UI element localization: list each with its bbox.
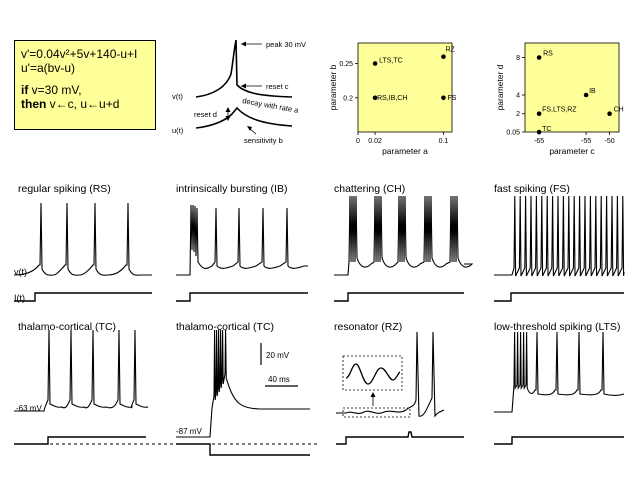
- scatter-point: [583, 92, 589, 98]
- trace-rs: [13, 202, 152, 276]
- y-tick-label: 8: [516, 55, 520, 62]
- peak-arrowhead: [241, 41, 246, 47]
- if-keyword: if: [21, 83, 29, 97]
- title-rs: regular spiking (RS): [18, 183, 111, 195]
- point-label: RZ: [445, 47, 455, 54]
- x-tick-label: 0.1: [439, 138, 449, 145]
- schematic-u-label: u(t): [172, 126, 184, 135]
- resonator-inset-wave: [345, 363, 401, 385]
- trace-lts: [494, 331, 625, 413]
- schematic-u-trace: [195, 106, 293, 129]
- current-fs: [494, 292, 624, 302]
- schematic-reset-d-label: reset d: [194, 110, 217, 119]
- if-condition: v=30 mV,: [28, 83, 82, 97]
- x-axis-label: parameter a: [382, 146, 428, 156]
- trace-ib: [176, 204, 308, 276]
- trace-tc2: [176, 329, 310, 438]
- equation-u: u'=a(bv-u): [21, 61, 75, 75]
- current-rs: [14, 292, 152, 302]
- point-label: TC: [542, 126, 551, 133]
- point-label: CH: [614, 107, 624, 114]
- scale-bars: [260, 343, 298, 387]
- title-ib: intrinsically bursting (IB): [176, 183, 287, 195]
- title-tc2: thalamo-cortical (TC): [176, 321, 274, 333]
- scale-time-label: 40 ms: [268, 375, 290, 384]
- scatter-point: [536, 129, 542, 135]
- current-lts: [494, 436, 624, 445]
- point-label: FS: [447, 95, 456, 102]
- scale-voltage-label: 20 mV: [266, 351, 290, 360]
- tc2-rest-label: -87 mV: [176, 427, 202, 436]
- trace-fs: [494, 195, 625, 277]
- resonator-inset-box: [342, 355, 403, 391]
- scatter-point: [441, 95, 446, 101]
- y-tick-label: 2: [516, 111, 520, 118]
- equation-box: v'=0.04v²+5v+140-u+I u'=a(bv-u) if v=30 …: [14, 40, 156, 130]
- x-tick-label: 0: [356, 138, 360, 145]
- x-tick-label: 0.02: [368, 138, 382, 145]
- then-action: v←c, u←u+d: [46, 97, 120, 111]
- schematic-reset-c-label: reset c: [266, 82, 289, 91]
- point-label: RS: [543, 51, 553, 58]
- title-rz: resonator (RZ): [334, 321, 402, 333]
- schematic-decay-label: decay with rate a: [242, 96, 300, 115]
- trace-tc1: [14, 329, 149, 412]
- point-label: RS,IB,CH: [377, 95, 407, 102]
- y-tick-label: 0.2: [343, 95, 353, 102]
- title-fs: fast spiking (FS): [494, 183, 570, 195]
- schematic-v-label: v(t): [172, 92, 183, 101]
- y-tick-label: 4: [516, 92, 520, 99]
- equation-v: v'=0.04v²+5v+140-u+I: [21, 47, 138, 61]
- resonator-inset-arrowhead: [370, 392, 376, 397]
- x-tick-label: -65: [534, 138, 544, 145]
- title-ch: chattering (CH): [334, 183, 405, 195]
- x-tick-label: -50: [605, 138, 615, 145]
- equation-then: then v←c, u←u+d: [21, 97, 149, 111]
- reset-c-arrowhead: [241, 83, 246, 89]
- sensitivity-arrowhead: [247, 126, 252, 131]
- trace-rz: [336, 331, 445, 418]
- point-label: FS,LTS,RZ: [542, 107, 577, 114]
- y-axis-label: parameter b: [328, 64, 338, 110]
- current-ch: [334, 292, 464, 302]
- y-tick-label: 0.25: [339, 61, 353, 68]
- tc1-rest-label: -63 mV: [16, 404, 42, 413]
- x-axis-label: parameter c: [549, 146, 595, 156]
- trace-v-label: v(t): [14, 267, 27, 277]
- y-axis-label: parameter d: [495, 64, 505, 110]
- point-label: LTS,TC: [379, 58, 403, 65]
- then-keyword: then: [21, 97, 47, 111]
- schematic-v-trace: [195, 39, 293, 98]
- y-tick-label: 0.05: [506, 130, 520, 137]
- plot-frame: [357, 42, 453, 133]
- resonator-source-box: [342, 407, 411, 418]
- schematic-sensitivity-label: sensitivity b: [244, 136, 283, 145]
- resonator-inset: [342, 355, 411, 418]
- current-tc2: [176, 443, 310, 456]
- scatter-point: [372, 95, 378, 101]
- parameter-ab-plot: 0 0.02 0.1 0.2 0.25 LTS,TC RZ RS,IB,CH FS paramet…: [328, 42, 457, 156]
- x-tick-label: -55: [581, 138, 591, 145]
- scatter-point: [441, 54, 446, 59]
- point-label: IB: [589, 88, 596, 95]
- reset-d-arrowhead-down: [225, 116, 231, 121]
- scatter-point: [607, 111, 612, 117]
- schematic: [195, 39, 293, 135]
- scatter-point: [536, 55, 542, 60]
- scatter-point: [536, 111, 542, 117]
- title-tc1: thalamo-cortical (TC): [18, 321, 116, 333]
- current-tc1: [14, 436, 146, 445]
- title-lts: low-threshold spiking (LTS): [494, 321, 620, 333]
- trace-ch: [334, 195, 474, 276]
- current-ib: [176, 292, 308, 302]
- scatter-point: [372, 61, 378, 66]
- current-rz: [336, 431, 464, 445]
- equation-if: if v=30 mV,: [21, 83, 149, 97]
- reset-d-arrowhead-up: [225, 107, 231, 112]
- schematic-peak-label: peak 30 mV: [266, 40, 306, 49]
- voltage-traces: [13, 195, 625, 456]
- trace-i-label: I(t): [14, 293, 25, 303]
- parameter-cd-plot: -65 -55 -50 0.05 2 4 8 RS IB FS,LTS,RZ CH TC paramet…: [495, 42, 624, 156]
